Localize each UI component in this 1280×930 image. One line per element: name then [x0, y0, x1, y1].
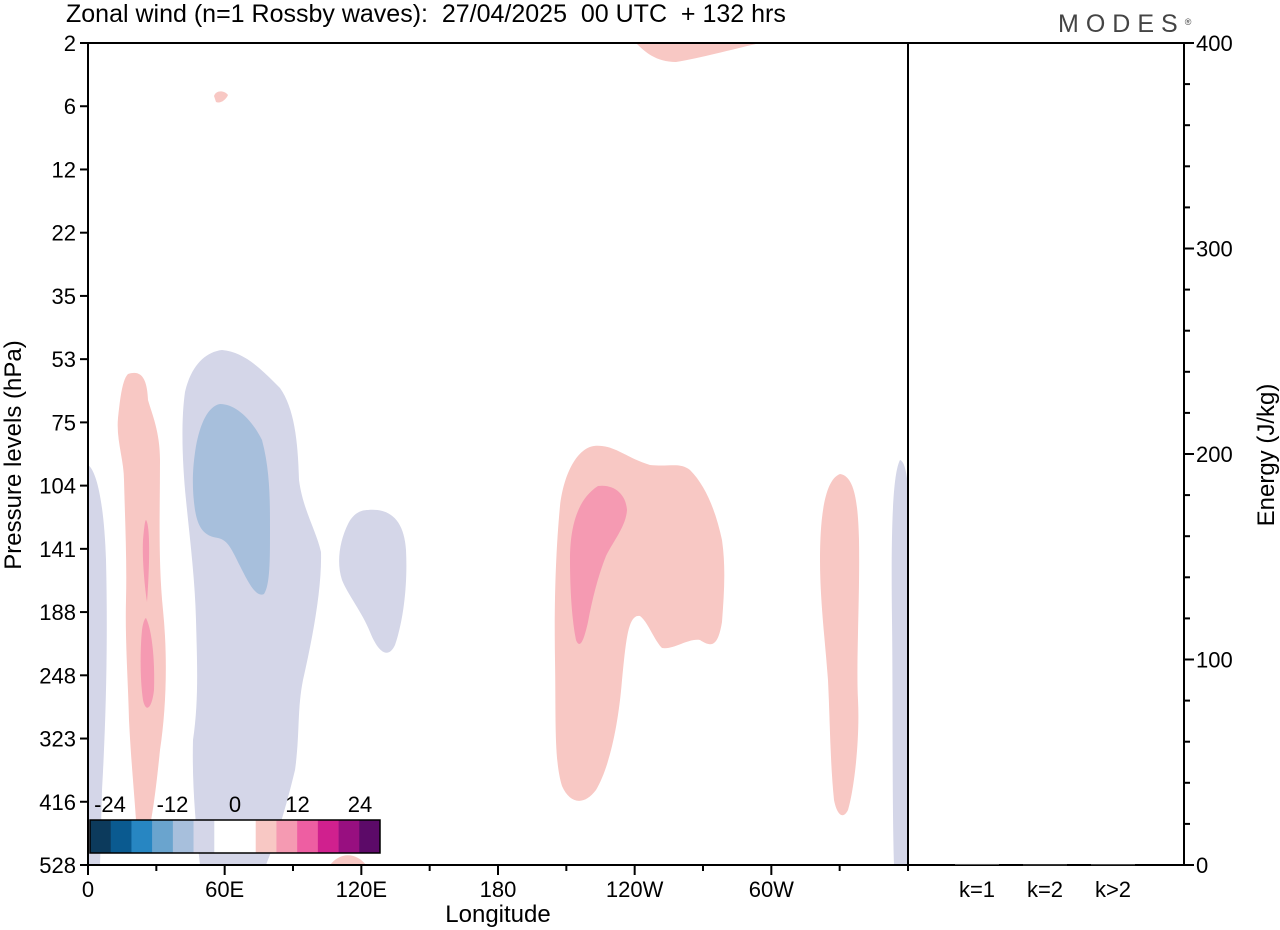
pressure-tick-label: 6 — [64, 94, 76, 119]
colorbar-label: 0 — [229, 792, 241, 817]
modes-logo: MODES® — [1058, 10, 1191, 38]
colorbar-swatch — [193, 820, 215, 853]
contour-negative-core — [192, 404, 270, 595]
contour-positive-americas — [820, 474, 860, 816]
y-axis-title: Pressure levels (hPa) — [0, 340, 27, 569]
pressure-tick-label: 35 — [52, 284, 76, 309]
colorbar-swatch — [172, 820, 194, 853]
wavenumber-label: k>2 — [1095, 877, 1131, 902]
energy-tick-label: 200 — [1196, 442, 1233, 467]
contour-positive-africa-core-lower — [140, 618, 155, 708]
longitude-axis: 0 60E 120E 180 120W 60W — [82, 865, 909, 902]
chart-title: Zonal wind (n=1 Rossby waves): 27/04/202… — [66, 0, 786, 28]
energy-bar — [955, 863, 999, 865]
contour-field — [88, 43, 908, 865]
energy-bar — [1023, 864, 1067, 866]
contour-positive-africa — [117, 372, 166, 843]
energy-tick-label: 300 — [1196, 237, 1233, 262]
pressure-tick-label: 323 — [39, 727, 76, 752]
colorbar-swatch — [338, 820, 360, 853]
colorbar-swatch — [152, 820, 174, 853]
colorbar-swatch — [110, 820, 132, 853]
longitude-tick-label: 0 — [82, 877, 94, 902]
energy-tick-label: 100 — [1196, 648, 1233, 673]
longitude-tick-label: 60E — [205, 877, 244, 902]
pressure-tick-label: 12 — [52, 157, 76, 182]
pressure-tick-label: 188 — [39, 600, 76, 625]
colorbar-swatch — [235, 820, 257, 853]
longitude-tick-label: 120E — [336, 877, 387, 902]
energy-bars — [955, 863, 1135, 866]
colorbar-swatch — [255, 820, 277, 853]
colorbar-label: 12 — [285, 792, 309, 817]
colorbar-swatch — [276, 820, 298, 853]
colorbar-swatch — [359, 820, 381, 853]
pressure-tick-label: 248 — [39, 663, 76, 688]
contour-negative-east-edge — [891, 460, 908, 865]
colorbar-swatch — [131, 820, 153, 853]
registered-mark: ® — [1184, 17, 1192, 27]
energy-tick-label: 0 — [1196, 853, 1208, 878]
pressure-tick-label: 2 — [64, 31, 76, 56]
wavenumber-label: k=1 — [959, 877, 995, 902]
contour-positive-pacific-core — [570, 485, 627, 644]
colorbar-labels: -24 -12 0 12 24 — [94, 792, 372, 817]
colorbar — [89, 819, 381, 854]
wavenumber-labels: k=1 k=2 k>2 — [959, 877, 1131, 902]
contour-positive-africa-core-upper — [142, 520, 150, 602]
pressure-tick-label: 416 — [39, 790, 76, 815]
contour-negative-maritime — [339, 509, 407, 653]
energy-axis-title: Energy (J/kg) — [1253, 384, 1280, 527]
colorbar-label: -24 — [94, 792, 126, 817]
pressure-tick-label: 22 — [52, 221, 76, 246]
contour-positive-small-blob — [214, 91, 228, 103]
colorbar-label: 24 — [348, 792, 372, 817]
pressure-axis: 2 6 12 22 35 53 75 104 141 188 248 323 416 528 — [39, 31, 88, 878]
energy-tick-label: 400 — [1196, 31, 1233, 56]
colorbar-swatch — [214, 820, 236, 853]
pressure-tick-label: 141 — [39, 537, 76, 562]
contour-positive-top — [636, 43, 760, 62]
colorbar-label: -12 — [157, 792, 189, 817]
pressure-tick-label: 528 — [39, 853, 76, 878]
wavenumber-label: k=2 — [1027, 877, 1063, 902]
longitude-tick-label: 120W — [606, 877, 664, 902]
colorbar-swatch — [317, 820, 339, 853]
contour-positive-bottom — [330, 855, 366, 865]
colorbar-swatch — [90, 820, 112, 853]
energy-axis: 0 100 200 300 400 — [1184, 31, 1233, 878]
pressure-tick-label: 53 — [52, 347, 76, 372]
logo-text: MODES — [1058, 10, 1185, 38]
longitude-tick-label: 180 — [480, 877, 517, 902]
energy-panel-frame — [907, 42, 1185, 866]
energy-bar — [1091, 864, 1135, 866]
pressure-tick-label: 104 — [39, 474, 76, 499]
contour-negative-west-edge — [88, 465, 107, 865]
longitude-tick-label: 60W — [749, 877, 794, 902]
colorbar-swatch — [297, 820, 319, 853]
pressure-tick-label: 75 — [52, 410, 76, 435]
x-axis-title: Longitude — [445, 901, 550, 928]
colorbar-frame — [89, 819, 381, 854]
